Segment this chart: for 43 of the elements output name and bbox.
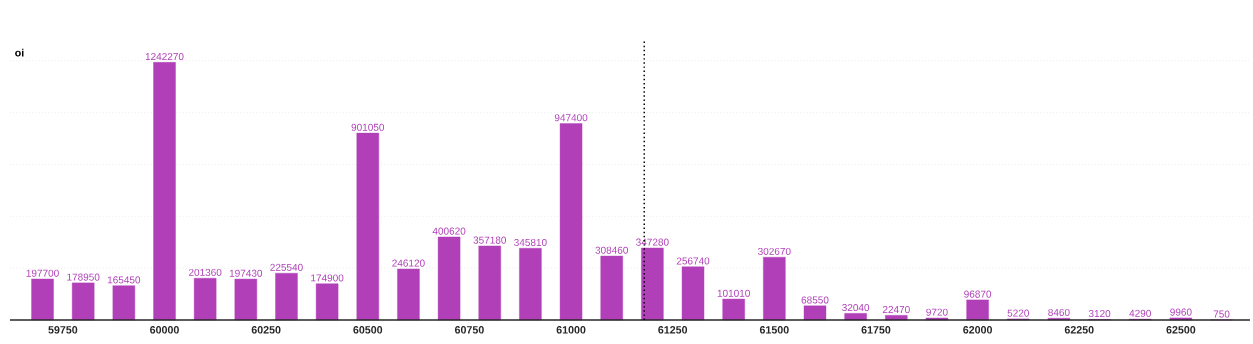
data-label: 22470 <box>882 305 910 314</box>
data-label: 9720 <box>926 308 948 316</box>
x-tick-label: 61750 <box>861 326 891 334</box>
data-label: 174900 <box>311 274 344 282</box>
data-label: 256740 <box>676 257 710 265</box>
y-axis-title: oi <box>15 48 24 57</box>
data-label: 165450 <box>107 276 141 284</box>
data-label: 308460 <box>595 246 628 254</box>
data-label: 400620 <box>432 227 466 235</box>
data-label: 345810 <box>514 238 547 247</box>
x-tick-label: 61250 <box>658 326 688 334</box>
data-label: 197700 <box>26 269 59 277</box>
x-tick-label: 61500 <box>759 326 789 334</box>
data-label: 357180 <box>473 236 507 244</box>
data-label: 225540 <box>270 263 303 271</box>
data-label: 9960 <box>1170 308 1192 316</box>
x-tick-label: 62500 <box>1166 326 1196 334</box>
data-label: 4290 <box>1129 309 1151 317</box>
data-label: 3120 <box>1088 310 1111 318</box>
data-label: 201360 <box>188 268 222 276</box>
data-label: 347280 <box>636 238 669 246</box>
data-label: 68550 <box>801 296 829 304</box>
data-label: 302670 <box>758 247 791 255</box>
x-tick-label: 60000 <box>150 326 179 334</box>
x-tick-label: 60500 <box>353 326 383 334</box>
data-label: 101010 <box>717 289 750 297</box>
data-label: 750 <box>1213 310 1230 318</box>
data-label: 901050 <box>351 123 385 131</box>
data-label: 246120 <box>392 259 425 267</box>
data-label: 5220 <box>1007 309 1029 317</box>
x-tick-label: 60750 <box>454 326 484 334</box>
x-tick-label: 62000 <box>963 326 992 334</box>
data-label: 178950 <box>67 273 100 281</box>
x-tick-label: 59750 <box>48 326 78 334</box>
data-label: 96870 <box>964 290 992 298</box>
data-label: 197430 <box>229 269 263 277</box>
data-label: 1242270 <box>145 53 184 61</box>
data-label: 8460 <box>1048 308 1070 316</box>
x-tick-label: 60250 <box>251 326 281 334</box>
data-label: 947400 <box>554 114 588 122</box>
data-label: 32040 <box>842 304 870 312</box>
x-tick-label: 61000 <box>556 326 586 334</box>
x-tick-label: 62250 <box>1064 326 1094 334</box>
